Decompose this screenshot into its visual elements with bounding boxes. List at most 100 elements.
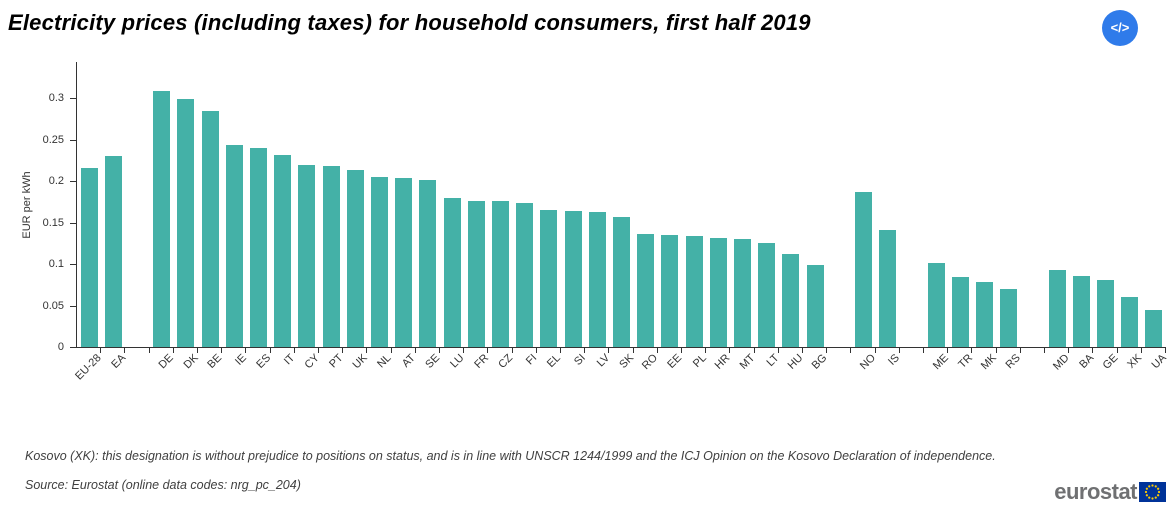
bar-DK[interactable] <box>177 99 195 347</box>
x-label-EL: EL <box>545 352 564 371</box>
x-tick <box>100 347 102 353</box>
x-label-IE: IE <box>232 352 249 368</box>
eurostat-logo-text: eurostat <box>1054 479 1137 504</box>
y-tick <box>70 139 76 141</box>
bar-BE[interactable] <box>201 111 219 347</box>
x-tick <box>923 347 924 353</box>
plot-area: EU-28 EA DE DK BE IE ES IT CY PT UK NL AT SE LU FR CZ FI E… <box>73 62 1168 383</box>
x-tick <box>269 347 271 353</box>
x-label-PT: PT <box>327 352 346 371</box>
bar-NL[interactable] <box>371 176 388 347</box>
x-tick <box>245 347 247 353</box>
bar-PL[interactable] <box>685 235 703 347</box>
x-label-LV: LV <box>594 352 612 370</box>
x-tick <box>342 347 344 353</box>
bar-BG[interactable] <box>806 264 824 347</box>
bar-ME[interactable] <box>927 262 945 347</box>
bar-EU-28[interactable] <box>80 167 98 347</box>
x-label-XK: XK <box>1125 352 1145 371</box>
x-tick <box>414 347 416 353</box>
bar-XK[interactable] <box>1121 296 1139 347</box>
bar-LV[interactable] <box>588 211 606 347</box>
x-tick <box>1019 347 1021 353</box>
bar-SI[interactable] <box>564 211 582 347</box>
bar-MT[interactable] <box>734 238 751 347</box>
y-tick-label: 0.3 <box>48 92 64 104</box>
bar-MD[interactable] <box>1048 270 1066 347</box>
bar-DE[interactable] <box>153 90 171 347</box>
x-label-UA: UA <box>1149 352 1169 372</box>
x-label-FI: FI <box>523 352 540 368</box>
bar-LU[interactable] <box>443 197 461 347</box>
x-label-BG: BG <box>809 352 830 372</box>
bar-MK[interactable] <box>976 282 993 347</box>
y-tick <box>70 347 76 348</box>
x-tick <box>197 347 198 353</box>
x-label-CZ: CZ <box>496 352 515 371</box>
bar-SK[interactable] <box>613 216 630 347</box>
bar-LT[interactable] <box>758 242 776 347</box>
bar-ES[interactable] <box>250 147 267 347</box>
x-label-IS: IS <box>886 352 903 368</box>
bar-IT[interactable] <box>274 155 292 347</box>
x-tick <box>898 347 900 353</box>
y-tick-label: 0.05 <box>42 299 64 312</box>
y-tick <box>70 181 76 182</box>
x-tick <box>463 347 465 353</box>
y-tick <box>70 305 76 307</box>
bar-IS[interactable] <box>879 229 897 347</box>
bar-HR[interactable] <box>709 238 727 347</box>
bar-NO[interactable] <box>855 192 872 347</box>
x-tick <box>487 347 489 353</box>
bar-HU[interactable] <box>782 254 800 347</box>
bar-UK[interactable] <box>346 169 364 347</box>
bar-TR[interactable] <box>951 277 969 347</box>
x-tick <box>318 347 319 353</box>
x-tick <box>947 347 949 353</box>
bar-SE[interactable] <box>419 180 437 347</box>
y-tick <box>70 98 76 99</box>
kosovo-footnote: Kosovo (XK): this designation is without… <box>25 449 996 463</box>
x-label-BA: BA <box>1076 352 1096 371</box>
x-tick <box>1116 347 1118 353</box>
x-tick <box>1068 347 1070 353</box>
bar-FI[interactable] <box>516 202 534 347</box>
bar-FR[interactable] <box>467 200 485 347</box>
bar-IE[interactable] <box>225 144 243 347</box>
bar-GE[interactable] <box>1097 280 1114 347</box>
header: Electricity prices (including taxes) for… <box>0 0 1170 60</box>
bar-CY[interactable] <box>298 164 316 347</box>
x-tick <box>850 347 852 353</box>
bar-AT[interactable] <box>395 178 413 347</box>
bar-EE[interactable] <box>661 234 679 347</box>
x-label-HR: HR <box>713 352 733 372</box>
bar-PT[interactable] <box>322 166 340 347</box>
x-label-IT: IT <box>281 352 298 368</box>
x-tick <box>681 347 682 353</box>
bar-RO[interactable] <box>637 234 655 347</box>
x-tick <box>753 347 755 353</box>
x-tick <box>1140 347 1142 353</box>
x-label-AT: AT <box>400 352 419 370</box>
bar-EA[interactable] <box>104 155 122 347</box>
x-tick <box>705 347 707 353</box>
x-label-ES: ES <box>254 352 273 371</box>
x-tick <box>124 347 126 353</box>
bar-RS[interactable] <box>1000 288 1018 347</box>
x-label-GE: GE <box>1100 352 1120 372</box>
x-label-HU: HU <box>785 352 806 372</box>
x-label-NL: NL <box>375 352 394 371</box>
x-label-ME: ME <box>930 352 951 373</box>
x-label-NO: NO <box>857 352 878 373</box>
bar-chart: EUR per kWh 0 0.05 0.1 0.15 0.2 0.25 0.3 EU-28… <box>21 62 1168 383</box>
bar-EL[interactable] <box>540 210 558 347</box>
x-label-SE: SE <box>423 352 443 371</box>
x-label-BE: BE <box>205 352 225 371</box>
bar-UA[interactable] <box>1145 310 1163 347</box>
bar-BA[interactable] <box>1072 275 1090 347</box>
embed-code-button[interactable]: </> <box>1102 10 1138 46</box>
x-tick <box>390 347 392 353</box>
x-label-PL: PL <box>690 352 709 371</box>
bar-CZ[interactable] <box>492 201 509 347</box>
eurostat-logo: eurostat <box>1054 479 1166 505</box>
